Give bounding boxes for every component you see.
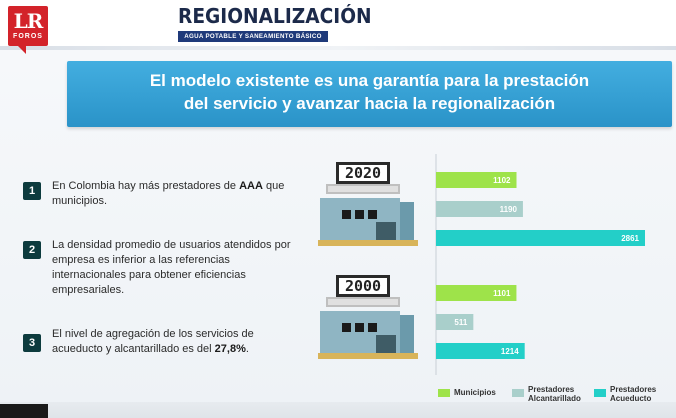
logo-sub-text: FOROS <box>13 33 43 40</box>
bar-2000-acueducto <box>436 343 525 359</box>
header-band <box>0 0 676 50</box>
chart-bars: 1102 1190 2861 1101 511 1214 <box>436 172 645 359</box>
point-1-text-post: que municipios. <box>52 180 285 207</box>
legend-swatch-acueducto <box>594 389 606 397</box>
legend-label-acueducto-line-2: Acueducto <box>610 394 652 403</box>
bar-2000-municipios <box>436 285 517 301</box>
point-3-text-pre: El nivel de agregación de los servicios … <box>52 328 254 355</box>
lr-foros-logo[interactable]: LR FOROS <box>8 6 48 54</box>
bar-label-2020-municipios: 1102 <box>493 176 511 185</box>
bar-label-2020-acueducto: 2861 <box>621 234 639 243</box>
bar-label-2000-municipios: 1101 <box>493 289 511 298</box>
bar-2020-municipios <box>436 172 517 188</box>
building-2000-window <box>342 323 351 332</box>
legend-label-alcantarillado-line-2: Alcantarillado <box>528 394 581 403</box>
building-2000-door <box>376 335 396 353</box>
legend-label-alcantarillado-line-1: Prestadores <box>528 385 575 394</box>
headline-banner: El modelo existente es una garantía para… <box>67 61 672 127</box>
bar-2000-alcantarillado <box>436 314 474 330</box>
building-2020-base <box>318 240 418 246</box>
point-number-1: 1 <box>23 182 41 200</box>
building-2000-body <box>320 311 414 353</box>
legend-swatch-municipios <box>438 389 450 397</box>
legend-label-municipios: Municipios <box>454 388 496 397</box>
point-1-text-pre: En Colombia hay más prestadores de <box>52 180 240 192</box>
year-sign-2020: 2020 <box>336 162 390 184</box>
headline-line-2: del servicio y avanzar hacia la regional… <box>183 94 556 113</box>
point-text-1: En Colombia hay más prestadores de AAA q… <box>52 179 297 209</box>
building-2000-window <box>355 323 364 332</box>
bar-label-2020-alcantarillado: 1190 <box>500 205 518 214</box>
legend-swatch-alcantarillado <box>512 389 524 397</box>
building-2020-body <box>320 198 414 240</box>
point-2-text-pre: La densidad promedio de usuarios atendid… <box>52 239 291 296</box>
building-2020-window <box>355 210 364 219</box>
point-3-bold: 27,8% <box>214 343 246 355</box>
bar-label-2000-alcantarillado: 511 <box>454 318 467 327</box>
legend-label-acueducto: Prestadores Acueducto <box>610 385 656 403</box>
point-3-text-post: . <box>245 343 249 355</box>
bar-2020-alcantarillado <box>436 201 523 217</box>
building-2020-door <box>376 222 396 240</box>
year-sign-2000: 2000 <box>336 275 390 297</box>
legend-label-acueducto-line-1: Prestadores <box>610 385 657 394</box>
point-number-2: 2 <box>23 241 41 259</box>
point-text-3: El nivel de agregación de los servicios … <box>52 327 292 357</box>
building-2000-roof <box>326 297 400 307</box>
headline-line-1: El modelo existente es una garantía para… <box>149 71 590 90</box>
logo-tail <box>16 44 26 54</box>
building-2000-base <box>318 353 418 359</box>
bottom-strip <box>0 402 676 418</box>
building-2020-roof <box>326 184 400 194</box>
logo-box <box>8 6 48 46</box>
building-2020-window <box>368 210 377 219</box>
bar-label-2000-acueducto: 1214 <box>501 347 519 356</box>
building-2020-side <box>400 202 414 240</box>
bar-2020-acueducto <box>436 230 645 246</box>
logo-main-text: LR <box>13 9 44 33</box>
legend-label-alcantarillado: Prestadores Alcantarillado <box>528 385 581 403</box>
page-title: REGIONALIZACIÓN <box>178 4 372 28</box>
point-1-bold: AAA <box>239 180 263 192</box>
building-2020-window <box>342 210 351 219</box>
video-overlay-corner <box>0 404 48 418</box>
point-number-3: 3 <box>23 334 41 352</box>
building-2000-window <box>368 323 377 332</box>
point-text-2: La densidad promedio de usuarios atendid… <box>52 238 292 298</box>
page-subtitle: AGUA POTABLE Y SANEAMIENTO BÁSICO <box>178 31 328 42</box>
building-2000-side <box>400 315 414 353</box>
